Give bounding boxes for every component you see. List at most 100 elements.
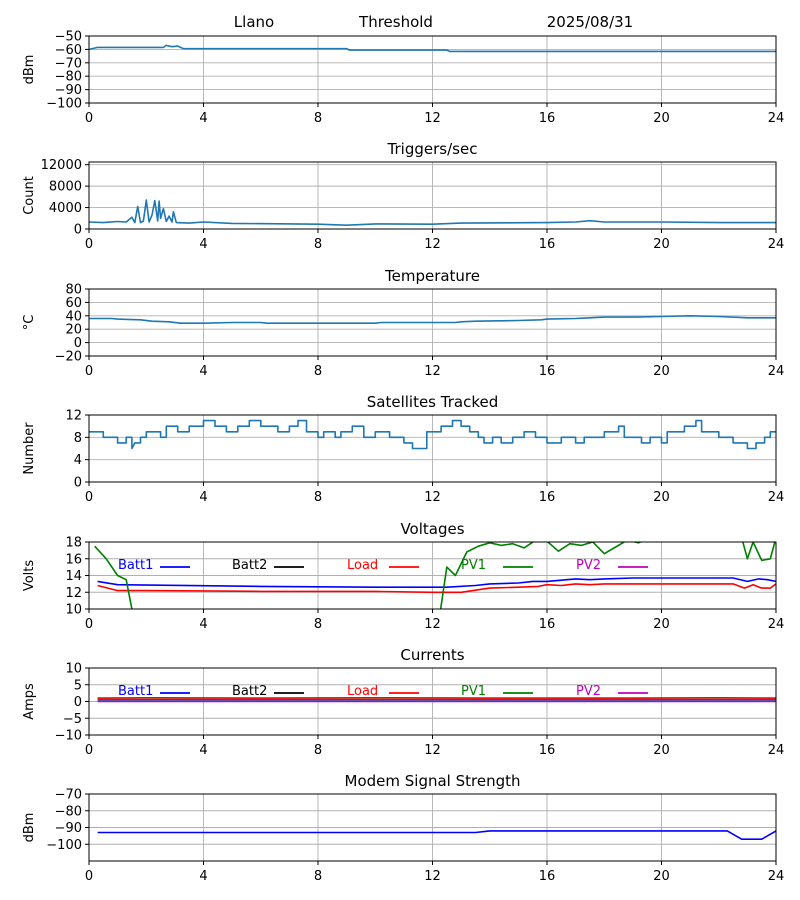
x-tick-label: 0 <box>85 617 93 632</box>
x-tick-label: 8 <box>314 111 322 126</box>
x-tick-label: 0 <box>85 111 93 126</box>
y-tick-label: 4 <box>74 453 82 468</box>
series-line-data <box>97 830 776 841</box>
x-tick-label: 4 <box>199 743 207 758</box>
y-tick-label: −100 <box>46 838 82 853</box>
y-axis-label: Volts <box>22 560 37 592</box>
series-line-load <box>97 583 776 594</box>
x-tick-label: 16 <box>539 364 556 379</box>
series-line-data <box>89 199 776 226</box>
station-label: Llano <box>234 13 274 31</box>
x-tick-label: 16 <box>539 869 556 884</box>
y-tick-label: 16 <box>65 552 82 567</box>
x-tick-label: 8 <box>314 490 322 505</box>
y-tick-label: 0 <box>74 223 82 238</box>
x-tick-label: 4 <box>199 869 207 884</box>
y-tick-label: 12000 <box>41 158 82 173</box>
legend-label-load: Load <box>347 684 378 699</box>
y-tick-label: 0 <box>74 695 82 710</box>
y-tick-label: 40 <box>65 309 82 324</box>
x-tick-label: 16 <box>539 743 556 758</box>
y-tick-label: −80 <box>55 70 82 85</box>
y-tick-label: 8000 <box>49 180 82 195</box>
x-tick-label: 8 <box>314 237 322 252</box>
chart-title: Modem Signal Strength <box>345 772 521 790</box>
chart-panel: 0 4 8 12 16 20 24 0 4 8 12 Satellites Tracked Number <box>22 393 784 505</box>
y-tick-label: 0 <box>74 476 82 491</box>
chart-panel: 0 4 8 12 16 20 24 −100−90−80−70−60−50 dBm <box>22 30 784 127</box>
y-tick-label: −90 <box>55 83 82 98</box>
chart-title: Satellites Tracked <box>367 393 498 411</box>
x-tick-label: 12 <box>424 237 441 252</box>
x-tick-label: 24 <box>768 743 785 758</box>
x-tick-label: 4 <box>199 364 207 379</box>
chart-panel: 0 4 8 12 16 20 24 0 4000 8000 12000 Triggers/sec Cou… <box>22 140 784 252</box>
y-tick-label: −20 <box>55 350 82 365</box>
y-tick-label: −70 <box>55 788 82 803</box>
x-tick-label: 0 <box>85 743 93 758</box>
y-axis-label: °C <box>22 315 37 331</box>
chart-panel: 0 4 8 12 16 20 24 −10 −5 0 510 Currents Amps Batt1 Bat… <box>22 646 784 758</box>
y-tick-label: −80 <box>55 804 82 819</box>
x-tick-label: 20 <box>653 869 670 884</box>
x-tick-label: 12 <box>424 111 441 126</box>
y-axis-label: dBm <box>22 813 37 843</box>
legend-label-pv2: PV2 <box>576 684 601 699</box>
chart-title: Currents <box>400 646 464 664</box>
y-axis-label: Amps <box>22 683 37 720</box>
y-tick-label: 14 <box>65 569 82 584</box>
x-tick-label: 4 <box>199 237 207 252</box>
x-tick-label: 12 <box>424 743 441 758</box>
x-tick-label: 24 <box>768 364 785 379</box>
y-tick-label: −5 <box>63 712 82 727</box>
y-tick-label: 5 <box>74 678 82 693</box>
x-tick-label: 8 <box>314 364 322 379</box>
x-tick-label: 12 <box>424 617 441 632</box>
y-tick-label: 10 <box>65 603 82 618</box>
chart-panel: 0 4 8 12 16 20 24 −100 −90 −80−70 Modem Signal Str… <box>22 772 784 884</box>
legend-label-pv2: PV2 <box>576 558 601 573</box>
y-tick-label: 8 <box>74 431 82 446</box>
y-tick-label: 20 <box>65 323 82 338</box>
legend-label-load: Load <box>347 558 378 573</box>
y-axis-label: Count <box>22 176 37 215</box>
y-tick-label: 12 <box>65 586 82 601</box>
x-tick-label: 12 <box>424 490 441 505</box>
y-tick-label: −50 <box>55 30 82 45</box>
y-tick-label: 10 <box>65 662 82 677</box>
date-label: 2025/08/31 <box>547 13 633 31</box>
y-tick-label: −70 <box>55 56 82 71</box>
legend-label-pv1: PV1 <box>461 558 486 573</box>
x-tick-label: 20 <box>653 490 670 505</box>
legend-label-batt1: Batt1 <box>118 684 153 699</box>
x-tick-label: 16 <box>539 237 556 252</box>
y-tick-label: −10 <box>55 729 82 744</box>
x-tick-label: 4 <box>199 617 207 632</box>
chart-title: Triggers/sec <box>387 140 478 158</box>
legend-label-batt1: Batt1 <box>118 558 153 573</box>
x-tick-label: 8 <box>314 743 322 758</box>
y-tick-label: 4000 <box>49 201 82 216</box>
x-tick-label: 12 <box>424 869 441 884</box>
y-tick-label: −60 <box>55 43 82 58</box>
y-tick-label: −100 <box>46 97 82 112</box>
x-tick-label: 16 <box>539 490 556 505</box>
x-tick-label: 24 <box>768 490 785 505</box>
chart-title: Temperature <box>384 267 480 285</box>
x-tick-label: 20 <box>653 743 670 758</box>
x-tick-label: 4 <box>199 490 207 505</box>
x-tick-label: 0 <box>85 364 93 379</box>
y-tick-label: 80 <box>65 283 82 298</box>
legend-label-batt2: Batt2 <box>232 558 267 573</box>
x-tick-label: 16 <box>539 617 556 632</box>
x-tick-label: 4 <box>199 111 207 126</box>
x-tick-label: 8 <box>314 617 322 632</box>
series-line-batt1 <box>97 577 776 589</box>
x-tick-label: 20 <box>653 111 670 126</box>
mode-label: Threshold <box>358 13 433 31</box>
x-tick-label: 16 <box>539 111 556 126</box>
